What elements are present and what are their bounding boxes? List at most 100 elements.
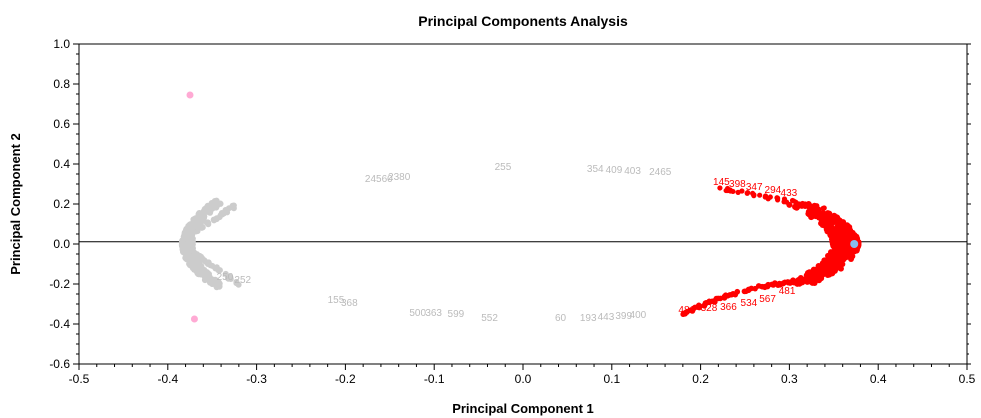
chart-title: Principal Components Analysis [418,13,628,29]
red-data-point [701,302,707,309]
y-tick-label: -0.2 [49,277,70,291]
y-tick-label: 0.4 [53,157,70,171]
x-tick-label: -0.2 [335,372,356,386]
y-tick-label: 0.8 [53,77,70,91]
red-data-point [814,203,820,209]
red-data-point [744,190,750,196]
gray-data-point [213,283,220,291]
red-data-point [815,263,822,270]
red-data-point [682,310,688,317]
gray-point-label: 2380 [388,172,411,183]
gray-data-point [215,267,222,274]
y-tick-label: 0.6 [53,117,70,131]
red-data-point [826,264,833,271]
red-data-point [732,291,739,298]
red-point-label: 433 [781,188,798,199]
red-data-point [827,222,834,229]
red-data-point [839,246,846,253]
red-data-point [775,195,781,201]
gray-data-point [203,271,210,279]
red-data-point [813,276,820,282]
red-point-label: 567 [759,294,776,305]
gray-data-point [207,262,214,269]
red-data-point [831,227,838,234]
red-data-point [836,219,843,226]
x-tick-label: -0.3 [246,372,267,386]
gray-point-label: 500 [409,308,426,319]
red-data-point [748,285,755,292]
gray-data-point [213,202,221,209]
red-data-point [839,240,846,247]
red-data-point [820,205,826,211]
red-data-point [853,246,860,253]
gray-data-point [224,275,231,282]
gray-point-label: 552 [481,313,498,324]
gray-data-point [191,219,198,226]
gray-point-label: 60 [555,313,567,324]
gray-data-point [211,276,219,284]
gray-data-point [195,224,202,231]
gray-point-label: 368 [341,298,358,309]
red-data-point [837,232,844,239]
x-tick-label: 0.2 [692,372,709,386]
red-point-label: 481 [779,286,796,297]
red-data-point [818,212,825,219]
red-data-point [810,270,817,277]
gray-point-label: 363 [425,308,442,319]
red-point-label: 481 [678,305,695,316]
red-point-label: 145 [713,177,730,188]
red-data-point [837,265,844,272]
x-tick-label: 0.1 [603,372,620,386]
gray-point-label: 250 [217,272,234,283]
red-data-point [848,255,855,262]
red-point-label: 294 [765,185,782,196]
red-point-label: 534 [741,298,758,309]
red-data-point [706,299,713,306]
x-axis-ticks: -0.5 -0.4 -0.3 -0.2 -0.1 0.0 0.1 0.2 0.3 0.4 0.5 [69,364,976,386]
red-data-point [792,280,799,286]
y-tick-label: 0.0 [53,237,70,251]
y-axis-label: Principal Component 2 [8,133,23,275]
red-data-point [776,280,783,287]
red-data-point [762,193,769,199]
y-tick-label: 0.2 [53,197,70,211]
red-data-point [759,283,765,290]
red-point-label: 347 [746,182,763,193]
gray-data-point [190,261,197,268]
red-data-point [780,280,787,286]
gray-data-point [233,280,240,287]
x-tick-label: 0.4 [870,372,887,386]
plot-frame [78,43,968,365]
gray-point-label: 24560 [365,174,393,185]
red-data-point [741,288,748,295]
pink-data-point [186,91,194,99]
gray-point-label: 403 [624,166,641,177]
red-data-point [713,295,720,302]
gray-data-point [187,231,194,238]
x-tick-label: -0.1 [424,372,445,386]
x-tick-label: 0.3 [781,372,798,386]
gray-data-point [203,208,210,215]
red-data-point [791,198,797,204]
x-tick-label: -0.4 [157,372,178,386]
red-point-label: 366 [720,302,737,313]
red-data-point [717,185,723,191]
red-data-point [801,276,808,283]
red-data-point [757,192,763,198]
red-data-point [739,188,745,194]
red-data-point [851,234,858,241]
red-point-label: 328 [701,303,718,314]
gray-data-point [203,219,210,226]
red-cluster-points [680,185,862,318]
gray-point-label: 443 [598,312,615,323]
red-data-point [831,266,838,273]
red-data-point [725,187,731,194]
x-tick-label: 0.5 [959,372,976,386]
gray-data-point [193,251,200,258]
red-data-point [785,279,792,286]
x-tick-label: -0.5 [69,372,90,386]
gray-point-label: 2465 [649,167,672,178]
